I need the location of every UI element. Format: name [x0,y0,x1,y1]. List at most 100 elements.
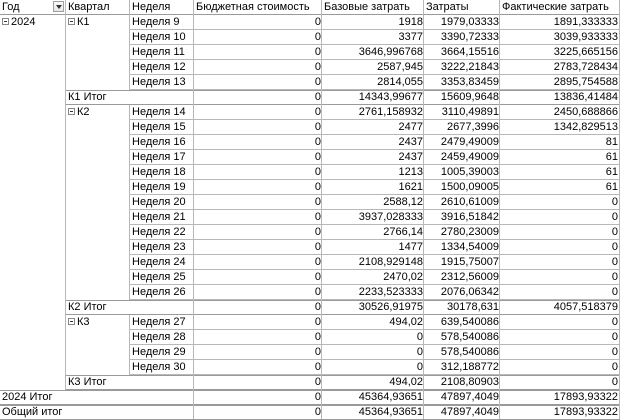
week-label[interactable]: Неделя 18 [132,166,186,178]
base-cost-value: 0 [416,346,423,358]
quarter-label: К1 [77,16,90,28]
row-divider [0,14,620,15]
cost-value: 2780,23009 [440,226,499,238]
collapse-icon[interactable] [68,317,75,325]
actual-cost-value: 0 [611,346,618,358]
actual-cost-value: 0 [611,376,618,388]
actual-cost-value: 0 [611,316,618,328]
actual-cost-value: 0 [611,271,618,283]
actual-costs-column-header[interactable]: Фактические затрать [502,1,609,13]
base-cost-value: 2587,945 [377,61,423,73]
week-label[interactable]: Неделя 29 [132,346,186,358]
base-cost-value: 2437 [398,136,423,148]
week-label[interactable]: Неделя 13 [132,76,186,88]
week-label[interactable]: Неделя 28 [132,331,186,343]
week-label[interactable]: Неделя 27 [132,316,186,328]
row-divider [130,119,620,120]
quarter-group-cell[interactable]: К1 [66,15,130,30]
week-label[interactable]: Неделя 24 [132,256,186,268]
budget-cost-value: 0 [314,346,321,358]
base-cost-value: 3377 [398,31,423,43]
base-cost-value: 45364,93651 [358,406,423,418]
cost-value: 1979,03333 [440,16,499,28]
base-cost-value: 2766,14 [383,226,423,238]
base-cost-value: 0 [416,331,423,343]
week-label[interactable]: Неделя 11 [132,46,185,58]
cost-value: 2108,80903 [440,376,499,388]
collapse-icon[interactable] [2,17,9,25]
budget-cost-value: 0 [314,61,321,73]
collapse-icon[interactable] [68,107,75,115]
column-divider [65,0,66,15]
budget-cost-value: 0 [314,16,321,28]
week-label[interactable]: Неделя 21 [132,211,186,223]
budget-cost-value: 0 [314,286,321,298]
week-label[interactable]: Неделя 15 [132,121,186,133]
quarter-label: К2 [77,106,90,118]
week-label[interactable]: Неделя 14 [132,106,186,118]
grand-total-label[interactable]: Общий итог [2,406,63,418]
budget-cost-value: 0 [314,196,321,208]
row-divider [130,359,620,360]
base-cost-value: 3937,028333 [358,211,423,223]
week-label[interactable]: Неделя 12 [132,61,186,73]
budget-cost-value: 0 [314,76,321,88]
quarter-total-label[interactable]: К3 Итог [68,376,107,388]
row-divider [130,374,620,375]
year-filter-dropdown[interactable] [53,1,64,12]
year-group-cell[interactable]: 2024 [0,15,66,30]
actual-cost-value: 2450,688866 [553,106,618,118]
week-column-header[interactable]: Неделя [132,1,171,13]
actual-cost-value: 2895,754588 [553,76,618,88]
row-divider [130,194,620,195]
quarter-column-header[interactable]: Квартал [68,1,110,13]
budget-cost-value: 0 [314,256,321,268]
year-column-header[interactable]: Год [0,0,66,15]
base-cost-value: 14343,99677 [358,91,423,103]
quarter-total-label[interactable]: К1 Итог [68,91,107,103]
budget-cost-value: 0 [314,331,321,343]
quarter-group-cell[interactable]: К2 [66,105,130,120]
week-label[interactable]: Неделя 22 [132,226,186,238]
week-label[interactable]: Неделя 30 [132,361,186,373]
cost-value: 3353,83459 [440,76,499,88]
row-divider [66,104,620,105]
week-label[interactable]: Неделя 20 [132,196,186,208]
budget-cost-value: 0 [314,31,321,43]
week-label[interactable]: Неделя 19 [132,181,186,193]
year-header-label: Год [2,1,20,13]
cost-value: 2610,61009 [440,196,499,208]
budget-cost-value: 0 [314,241,321,253]
cost-value: 15609,9648 [440,91,499,103]
cost-value: 1500,09005 [440,181,499,193]
quarter-total-label[interactable]: К2 Итог [68,301,107,313]
row-divider [130,299,620,300]
costs-column-header[interactable]: Затраты [426,1,469,13]
column-divider [129,0,130,15]
base-costs-column-header[interactable]: Базовые затрать [324,1,410,13]
cost-value: 2459,49009 [440,151,499,163]
week-label[interactable]: Неделя 23 [132,241,186,253]
week-label[interactable]: Неделя 16 [132,136,186,148]
week-label[interactable]: Неделя 9 [132,16,180,28]
budget-cost-value: 0 [314,391,321,403]
collapse-icon[interactable] [68,17,75,25]
week-label[interactable]: Неделя 25 [132,271,186,283]
base-cost-value: 1213 [398,166,423,178]
budget-cost-value: 0 [314,226,321,238]
cost-value: 47897,4049 [440,391,499,403]
cost-value: 47897,4049 [440,406,499,418]
base-cost-value: 1918 [398,16,423,28]
actual-cost-value: 1342,829513 [553,121,618,133]
row-divider [130,89,620,90]
week-label[interactable]: Неделя 17 [132,151,186,163]
budget-column-header[interactable]: Бюджетная стоимость [196,1,310,13]
cost-value: 2479,49009 [440,136,499,148]
week-label[interactable]: Неделя 26 [132,286,186,298]
column-divider [423,0,424,420]
quarter-group-cell[interactable]: К3 [66,315,130,330]
row-divider [130,329,620,330]
week-label[interactable]: Неделя 10 [132,31,186,43]
actual-cost-value: 61 [605,181,618,193]
year-total-label[interactable]: 2024 Итог [2,391,53,403]
